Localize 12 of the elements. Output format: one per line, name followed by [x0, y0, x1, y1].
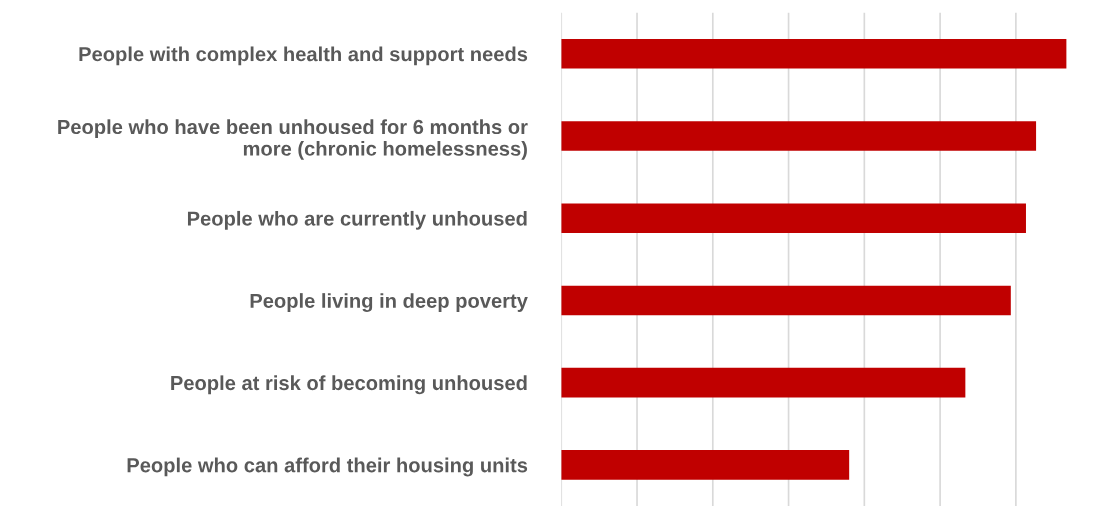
y-tick-label: People who are currently unhoused: [187, 210, 527, 230]
y-tick-label: People at risk of becoming unhoused: [171, 375, 527, 395]
bar: [561, 121, 1037, 151]
y-tick-label: People with complex health and support needs: [79, 46, 528, 66]
y-tick-label: People living in deep poverty: [250, 293, 528, 312]
bar: [561, 203, 1026, 234]
y-tick-label: People who can afford their housing units: [127, 457, 528, 477]
bar: [561, 450, 850, 480]
bar: [561, 285, 1011, 316]
bar: [561, 367, 966, 398]
y-tick-label: People who have been unhoused for 6 months or more (chronic homelessness): [58, 119, 528, 160]
bar: [561, 38, 1067, 69]
